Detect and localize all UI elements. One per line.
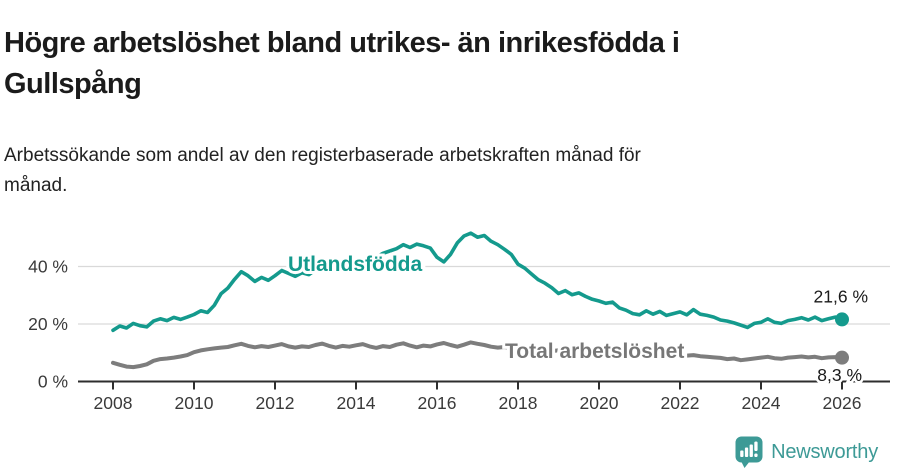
x-axis-tick-label: 2020: [580, 393, 619, 413]
newsworthy-logo[interactable]: Newsworthy: [735, 436, 878, 468]
newsworthy-wordmark: Newsworthy: [771, 440, 878, 463]
chart-subtitle-line-1: Arbetssökande som andel av den registerb…: [4, 145, 641, 166]
chart-subtitle-line-2: månad.: [4, 175, 68, 196]
series-layer: [111, 231, 850, 370]
chart-subtitle: Arbetssökande som andel av den registerb…: [4, 141, 864, 201]
axis-layer: 2008 2010 2012 2014 2016 2018 2020 2022 2024 2026: [78, 380, 890, 413]
series-line-0: [111, 231, 844, 333]
series-line-1: [111, 340, 844, 370]
end-value-utlandsfodda: 21,6 %: [814, 286, 868, 306]
bar-chart-speech-bubble-icon: [735, 436, 763, 468]
x-axis-tick-label: 2018: [499, 393, 538, 413]
y-axis-tick-label: 40 %: [28, 257, 68, 277]
x-axis-tick-label: 2010: [175, 393, 214, 413]
series-end-dot-1: [835, 350, 850, 365]
x-axis-tick-label: 2008: [94, 393, 133, 413]
series-label-utlandsfodda: Utlandsfödda: [288, 253, 422, 276]
y-axis-tick-label: 0 %: [38, 372, 68, 392]
series-end-dot-0: [835, 312, 850, 327]
x-axis-tick-label: 2022: [661, 393, 700, 413]
y-axis-tick-label: 20 %: [28, 314, 68, 334]
end-value-total: 8,3 %: [817, 365, 862, 385]
page-title-line-1: Högre arbetslöshet bland utrikes- än inr…: [4, 27, 680, 60]
x-axis-tick-label: 2014: [337, 393, 376, 413]
x-axis-tick-label: 2024: [742, 393, 781, 413]
x-axis-tick-label: 2026: [823, 393, 862, 413]
x-axis-tick-label: 2016: [418, 393, 457, 413]
x-axis-tick-label: 2012: [256, 393, 295, 413]
end-value-layer: 21,6 % 8,3 %: [811, 284, 870, 388]
page-title-line-2: Gullspång: [4, 68, 142, 101]
series-label-total-arbetsloshet: Total arbetslöshet: [505, 340, 684, 363]
page-title: Högre arbetslöshet bland utrikes- än inr…: [4, 23, 864, 105]
